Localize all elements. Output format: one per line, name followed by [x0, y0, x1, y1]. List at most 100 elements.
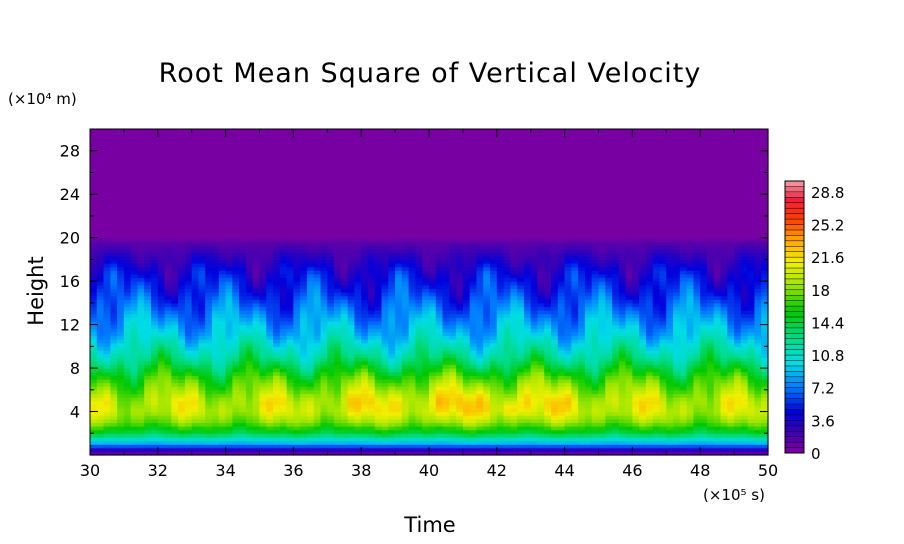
heatmap-cell [164, 349, 172, 355]
heatmap-cell [252, 378, 261, 384]
heatmap-cell [442, 451, 450, 456]
heatmap-cell [395, 353, 403, 358]
heatmap-cell [90, 422, 98, 427]
heatmap-cell [401, 186, 410, 192]
heatmap-cell [110, 306, 118, 311]
heatmap-cell [456, 208, 464, 213]
heatmap-cell [259, 165, 267, 170]
heatmap-cell [232, 302, 240, 308]
heatmap-cell [239, 389, 247, 395]
heatmap-cell [123, 190, 132, 195]
heatmap-cell [408, 418, 417, 423]
heatmap-cell [130, 400, 139, 405]
heatmap-cell [157, 190, 166, 195]
heatmap-cell [354, 147, 362, 152]
heatmap-cell [103, 281, 111, 286]
heatmap-cell [306, 292, 315, 297]
heatmap-cell [334, 306, 342, 311]
heatmap-cell [117, 252, 125, 257]
heatmap-cell [361, 375, 369, 380]
heatmap-cell [354, 252, 362, 257]
heatmap-cell [259, 150, 267, 155]
heatmap-cell [90, 241, 98, 246]
heatmap-cell [422, 237, 430, 242]
heatmap-cell [205, 364, 213, 369]
heatmap-cell [96, 230, 105, 235]
heatmap-cell [306, 378, 315, 384]
heatmap-cell [388, 339, 396, 344]
heatmap-cell [435, 212, 444, 217]
heatmap-cell [103, 168, 111, 174]
heatmap-cell [110, 382, 118, 387]
heatmap-cell [306, 197, 315, 203]
heatmap-cell [178, 176, 186, 181]
heatmap-cell [395, 447, 403, 452]
heatmap-cell [273, 136, 281, 141]
heatmap-cell [320, 418, 328, 423]
heatmap-cell [96, 273, 105, 279]
heatmap-cell [279, 436, 288, 442]
heatmap-cell [374, 230, 383, 235]
heatmap-cell [212, 382, 220, 387]
heatmap-cell [137, 310, 145, 315]
heatmap-cell [374, 418, 383, 423]
heatmap-cell [171, 241, 179, 246]
heatmap-cell [90, 157, 98, 163]
heatmap-cell [361, 328, 369, 333]
heatmap-cell [103, 317, 111, 322]
heatmap-cell [429, 364, 437, 369]
heatmap-cell [395, 382, 403, 387]
heatmap-cell [340, 320, 349, 326]
heatmap-cell [374, 320, 383, 326]
heatmap-cell [164, 324, 172, 329]
heatmap-cell [178, 197, 186, 203]
heatmap-cell [232, 139, 240, 145]
heatmap-cell [456, 197, 464, 203]
heatmap-cell [435, 400, 444, 405]
heatmap-cell [462, 429, 471, 434]
heatmap-cell [212, 357, 220, 362]
heatmap-cell [117, 349, 125, 355]
heatmap-cell [306, 205, 315, 210]
heatmap-cell [462, 375, 471, 380]
heatmap-cell [171, 436, 179, 442]
heatmap-cell [171, 273, 179, 279]
heatmap-cell [456, 259, 464, 264]
heatmap-cell [191, 368, 200, 373]
heatmap-cell [164, 212, 172, 217]
heatmap-cell [354, 255, 362, 260]
heatmap-cell [178, 129, 186, 134]
heatmap-cell [130, 393, 139, 398]
heatmap-cell [144, 393, 152, 398]
heatmap-cell [340, 357, 349, 362]
heatmap-cell [198, 295, 206, 300]
heatmap-cell [212, 302, 220, 308]
heatmap-cell [334, 208, 342, 213]
heatmap-cell [130, 165, 139, 170]
heatmap-cell [340, 255, 349, 260]
heatmap-cell [212, 407, 220, 413]
heatmap-cell [137, 378, 145, 384]
heatmap-cell [306, 335, 315, 340]
heatmap-cell [279, 426, 288, 431]
heatmap-cell [435, 357, 444, 362]
heatmap-cell [367, 194, 376, 199]
heatmap-cell [354, 378, 362, 384]
heatmap-cell [327, 433, 335, 438]
heatmap-cell [273, 147, 281, 152]
heatmap-cell [273, 183, 281, 188]
heatmap-cell [422, 129, 430, 134]
heatmap-cell [408, 400, 417, 405]
heatmap-cell [286, 154, 294, 159]
heatmap-cell [340, 349, 349, 355]
heatmap-cell [178, 219, 186, 224]
heatmap-cell [313, 415, 322, 420]
heatmap-cell [273, 292, 281, 297]
heatmap-cell [388, 263, 396, 268]
heatmap-cell [354, 197, 362, 203]
heatmap-cell [449, 143, 457, 148]
heatmap-cell [171, 371, 179, 376]
heatmap-cell [151, 190, 159, 195]
heatmap-cell [334, 349, 342, 355]
heatmap-cell [395, 418, 403, 423]
